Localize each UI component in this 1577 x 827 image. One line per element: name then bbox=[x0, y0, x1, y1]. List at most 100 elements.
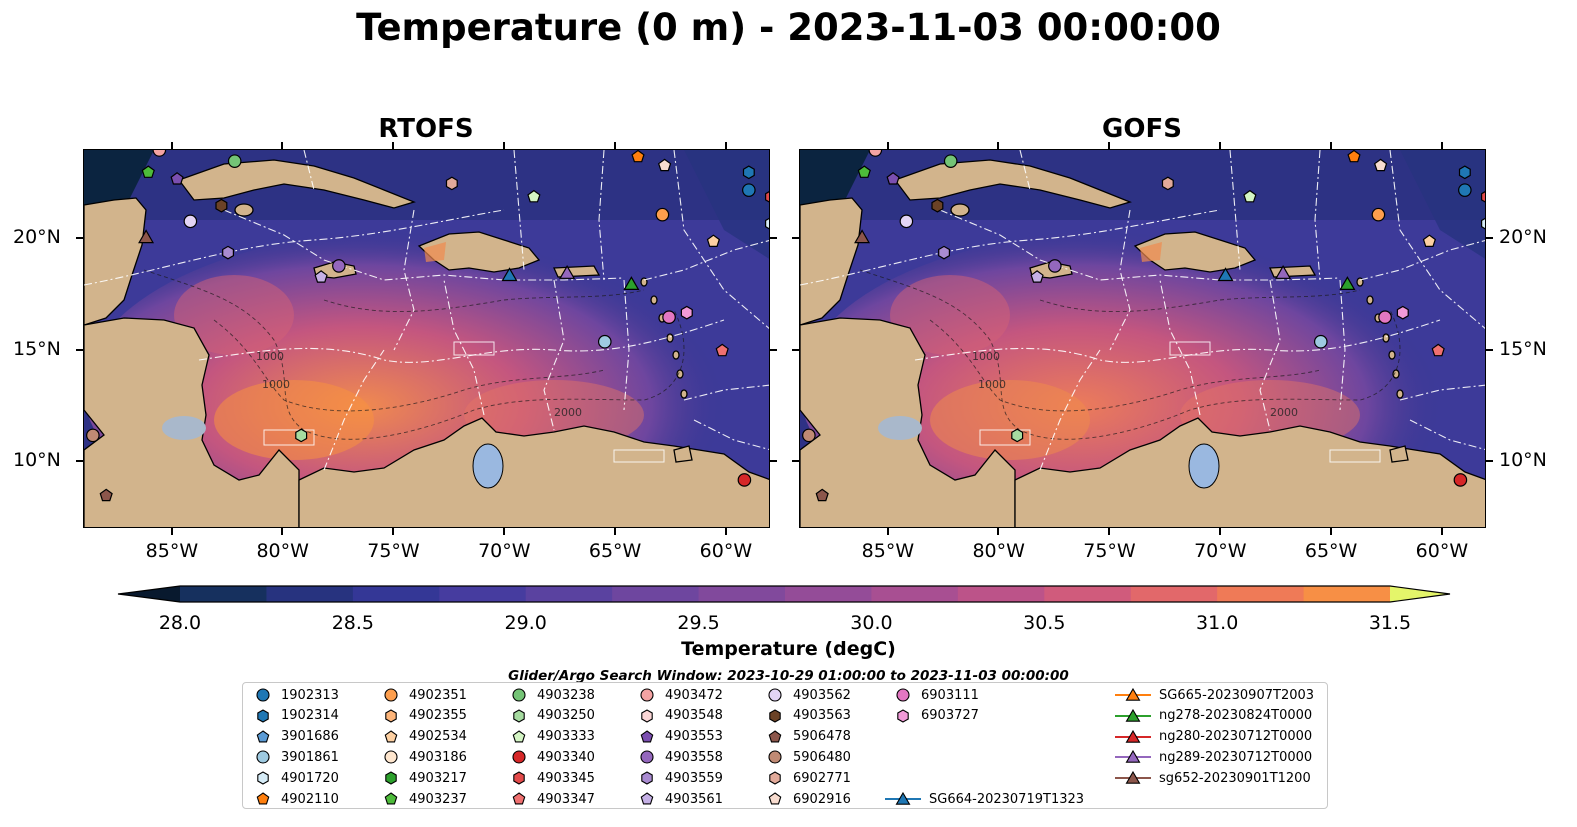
glider-legend-symbol bbox=[1115, 729, 1151, 743]
argo-marker-4902110 bbox=[631, 150, 645, 163]
lon-tick-label: 65°W bbox=[1304, 540, 1358, 562]
argo-marker-5906478 bbox=[99, 488, 113, 502]
glider-legend-marker bbox=[1125, 729, 1141, 743]
lon-tick-label: 65°W bbox=[588, 540, 642, 562]
argo-marker-4903347 bbox=[1431, 343, 1445, 357]
argo-marker-6903727 bbox=[1396, 305, 1409, 320]
argo-marker-4903563 bbox=[931, 198, 944, 213]
argo-marker-4903553 bbox=[170, 172, 184, 185]
lat-tick-label: 10°N bbox=[13, 449, 61, 472]
legend-item: 1902314 bbox=[253, 706, 339, 726]
argo-legend-marker bbox=[512, 750, 526, 764]
legend-label: 4903548 bbox=[665, 708, 723, 724]
panel-title-gofs: GOFS bbox=[1102, 114, 1182, 144]
colorbar-tick-label: 28.5 bbox=[331, 612, 374, 634]
legend-item: 4903347 bbox=[509, 789, 595, 809]
legend-item: SG664-20230719T1323 bbox=[885, 789, 1084, 809]
legend-item: 4903558 bbox=[637, 747, 723, 767]
argo-marker-4903563 bbox=[215, 198, 228, 213]
argo-legend-marker bbox=[769, 709, 781, 723]
argo-legend-marker bbox=[897, 709, 909, 723]
lat-tick bbox=[1486, 460, 1493, 463]
argo-legend-symbol bbox=[768, 750, 782, 764]
colorbar-tick-label: 29.5 bbox=[677, 612, 720, 634]
legend-item: 4903250 bbox=[509, 706, 595, 726]
argo-marker-4902351 bbox=[655, 207, 670, 222]
argo-marker-4903237 bbox=[141, 165, 155, 178]
land-south-america bbox=[298, 417, 769, 527]
land-lesser-antilles bbox=[676, 369, 684, 379]
legend-item: 4903548 bbox=[637, 706, 723, 726]
legend-item: SG665-20230907T2003 bbox=[1115, 685, 1314, 705]
land-lesser-antilles bbox=[666, 333, 674, 343]
argo-marker-5906480 bbox=[86, 428, 100, 443]
argo-legend-symbol bbox=[512, 792, 526, 805]
colorbar-tick-label: 31.5 bbox=[1368, 612, 1412, 634]
contour-label: 1000 bbox=[972, 350, 1000, 363]
panel-title-rtofs: RTOFS bbox=[378, 114, 474, 144]
legend-label: 4903472 bbox=[665, 687, 723, 703]
lat-tick bbox=[770, 460, 777, 463]
lat-tick bbox=[1486, 237, 1493, 240]
legend-label: 4902355 bbox=[409, 708, 467, 724]
legend-label: sg652-20230901T1200 bbox=[1159, 770, 1311, 786]
argo-legend-marker bbox=[256, 729, 270, 743]
lat-tick bbox=[76, 348, 83, 351]
argo-marker-4903237 bbox=[857, 165, 871, 178]
argo-marker-4902351 bbox=[1371, 207, 1386, 222]
glider-legend-marker bbox=[1125, 708, 1141, 722]
lat-tick bbox=[1486, 348, 1493, 351]
land-lesser-antilles bbox=[1388, 350, 1396, 360]
argo-marker-1902313 bbox=[1458, 183, 1472, 197]
lake-maracaibo bbox=[1188, 443, 1220, 489]
argo-marker-6902916 bbox=[657, 158, 672, 172]
legend-item: 4903561 bbox=[637, 789, 723, 809]
glider-marker-SG664-20230719T1323 bbox=[501, 267, 518, 282]
land-south-america bbox=[1014, 417, 1485, 527]
argo-legend-marker bbox=[896, 688, 910, 702]
legend-label: 4903553 bbox=[665, 729, 723, 745]
lat-tick bbox=[792, 348, 799, 351]
argo-legend-symbol bbox=[640, 792, 654, 805]
argo-marker-4903558 bbox=[332, 259, 346, 273]
land-yucatan bbox=[84, 197, 147, 326]
argo-legend-marker bbox=[640, 792, 654, 805]
argo-legend-marker bbox=[641, 709, 653, 723]
lon-tick bbox=[1108, 528, 1111, 535]
legend-item: 4903562 bbox=[765, 685, 851, 705]
argo-marker-4903333 bbox=[527, 189, 541, 203]
lon-tick bbox=[392, 142, 395, 149]
legend-item: 6903111 bbox=[893, 685, 979, 705]
argo-legend-symbol bbox=[640, 729, 654, 743]
argo-marker-5906478 bbox=[815, 488, 829, 502]
legend-label: 4903333 bbox=[537, 729, 595, 745]
land-lesser-antilles bbox=[1396, 389, 1404, 399]
legend-label: SG664-20230719T1323 bbox=[929, 791, 1085, 807]
lon-tick bbox=[503, 528, 506, 535]
argo-legend-symbol bbox=[768, 729, 782, 743]
legend-label: 6903727 bbox=[921, 708, 979, 724]
land-lesser-antilles bbox=[1366, 295, 1374, 305]
contour-label: 1000 bbox=[256, 350, 284, 363]
land-hispaniola bbox=[1133, 231, 1257, 273]
colorbar-segment bbox=[352, 586, 440, 602]
colorbar-tick-label: 31.0 bbox=[1195, 612, 1239, 634]
lon-tick-label: 85°W bbox=[145, 540, 199, 562]
argo-legend-symbol bbox=[640, 688, 654, 702]
argo-legend-symbol bbox=[513, 709, 525, 723]
legend-item: 3901686 bbox=[253, 727, 339, 747]
colorbar-segment bbox=[1130, 586, 1218, 602]
lon-tick bbox=[724, 142, 727, 149]
glider-legend-marker bbox=[1125, 750, 1141, 764]
legend-item: 4901720 bbox=[253, 768, 339, 788]
argo-legend-symbol bbox=[897, 709, 909, 723]
argo-marker-4903340 bbox=[737, 473, 752, 487]
legend-label: 6902771 bbox=[793, 770, 851, 786]
lon-tick bbox=[613, 528, 616, 535]
legend-label: 1902314 bbox=[281, 708, 339, 724]
lon-tick bbox=[170, 528, 173, 535]
argo-legend-marker bbox=[256, 688, 270, 702]
argo-legend-symbol bbox=[896, 688, 910, 702]
glider-marker-ng278-20230824T0000 bbox=[623, 276, 640, 290]
colorbar-tick-label: 30.0 bbox=[850, 612, 893, 634]
